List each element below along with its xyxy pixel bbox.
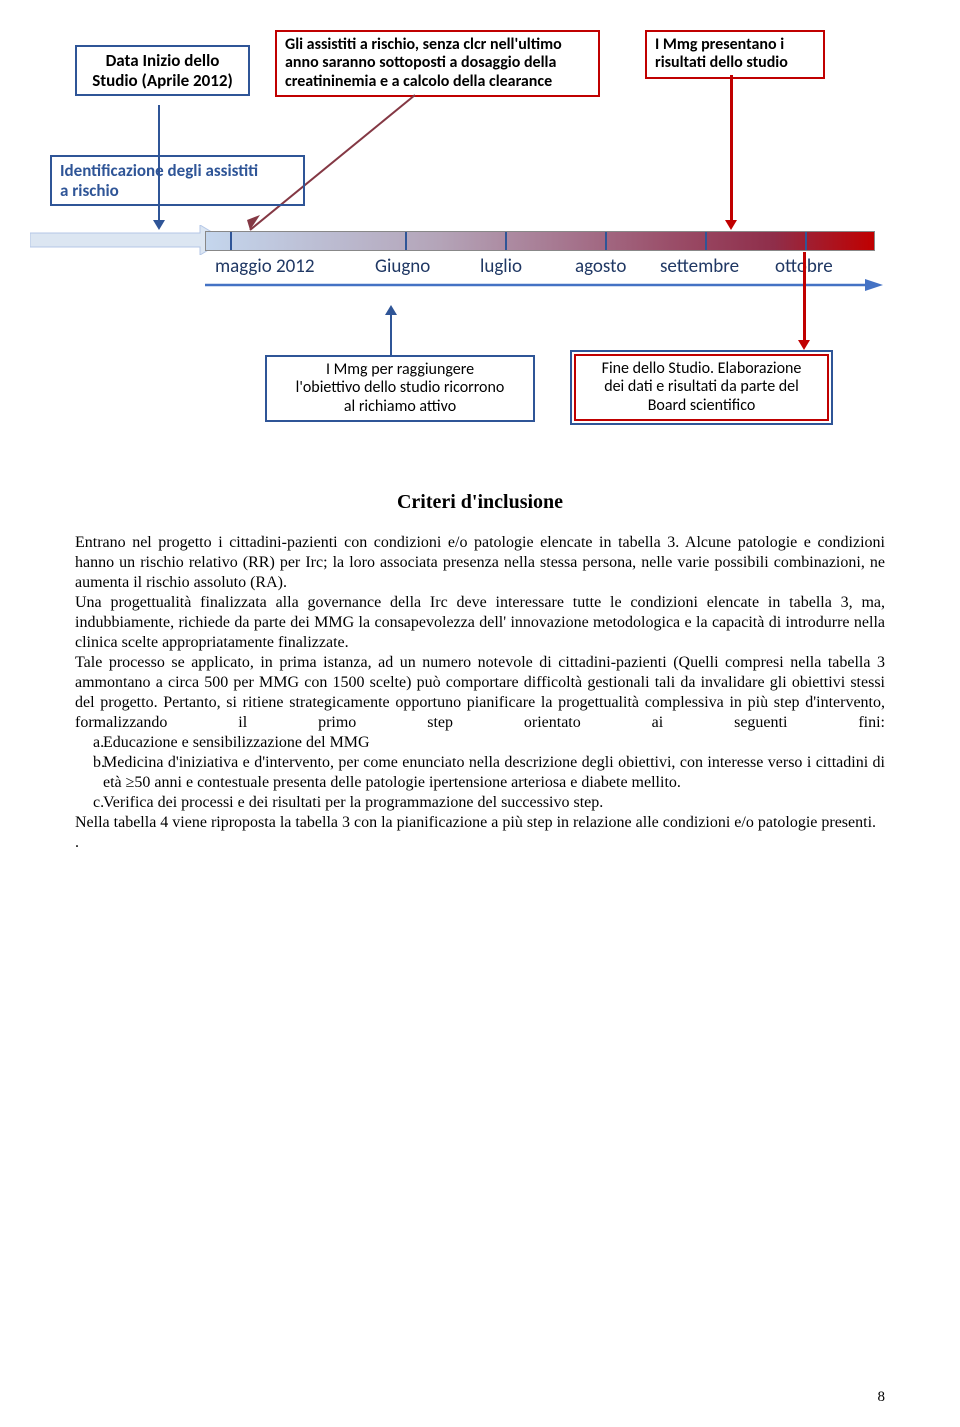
timeline-label: agosto	[575, 255, 626, 279]
blue-arrow-icon	[205, 278, 885, 292]
timeline-tick	[605, 232, 607, 250]
list-marker: a.	[75, 733, 103, 753]
timeline-tick	[505, 232, 507, 250]
list-marker: b.	[75, 753, 103, 793]
body-text: Entrano nel progetto i cittadini-pazient…	[75, 533, 885, 853]
text: Board scientifico	[648, 396, 756, 415]
box-data-inizio: Data Inizio dello Studio (Aprile 2012)	[75, 45, 250, 96]
text: I Mmg presentano i	[655, 35, 784, 54]
paragraph: Una progettualità finalizzata alla gover…	[75, 593, 885, 653]
text: Data Inizio dello	[106, 50, 220, 71]
text: Gli assistiti a rischio, senza clcr nell…	[285, 35, 562, 54]
timeline-tick	[805, 232, 807, 250]
box-assistiti-rischio: Gli assistiti a rischio, senza clcr nell…	[275, 30, 600, 97]
list-item-a: a. Educazione e sensibilizzazione del MM…	[75, 733, 885, 753]
text: creatininemia e a calcolo della clearanc…	[285, 72, 552, 91]
text: l'obiettivo dello studio ricorrono	[296, 378, 505, 397]
box-raggiungere: I Mmg per raggiungere l'obiettivo dello …	[265, 355, 535, 422]
timeline-tick	[230, 232, 232, 250]
list-marker: c.	[75, 793, 103, 813]
section-title: Criteri d'inclusione	[75, 490, 885, 515]
arrow-up-icon	[390, 315, 392, 355]
timeline-label: Giugno	[375, 255, 430, 279]
box-identificazione: Identificazione degli assistiti a rischi…	[50, 155, 305, 206]
arrow-up-icon	[385, 305, 397, 315]
box-fine-studio: Fine dello Studio. Elaborazione dei dati…	[570, 350, 833, 425]
text: Identificazione degli assistiti	[60, 160, 258, 181]
list-text: Educazione e sensibilizzazione del MMG	[103, 733, 885, 753]
box-presentano-risultati: I Mmg presentano i risultati dello studi…	[645, 30, 825, 79]
timeline-label: maggio 2012	[215, 255, 315, 279]
text: dei dati e risultati da parte del	[604, 377, 799, 396]
text: I Mmg per raggiungere	[326, 360, 474, 379]
list-text: Verifica dei processi e dei risultati pe…	[103, 793, 885, 813]
list-item-b: b. Medicina d'iniziativa e d'intervento,…	[75, 753, 885, 793]
timeline-color-bar	[205, 231, 875, 251]
paragraph: Entrano nel progetto i cittadini-pazient…	[75, 533, 885, 593]
page-number: 8	[878, 1388, 886, 1407]
text: a rischio	[60, 180, 119, 201]
arrow-down-icon	[730, 75, 733, 220]
paragraph: Nella tabella 4 viene riproposta la tabe…	[75, 813, 885, 833]
list-item-c: c. Verifica dei processi e dei risultati…	[75, 793, 885, 813]
text: al richiamo attivo	[344, 397, 456, 416]
timeline-diagram: Data Inizio dello Studio (Aprile 2012) G…	[75, 30, 885, 480]
text: anno saranno sottoposti a dosaggio della	[285, 53, 556, 72]
timeline-bg-arrow	[30, 225, 230, 255]
arrow-down-icon	[803, 252, 806, 340]
arrow-down-icon	[798, 340, 810, 350]
text: Studio (Aprile 2012)	[92, 70, 233, 91]
paragraph: .	[75, 833, 885, 853]
text: Fine dello Studio. Elaborazione	[602, 359, 802, 378]
paragraph: Tale processo se applicato, in prima ist…	[75, 653, 885, 733]
list-text: Medicina d'iniziativa e d'intervento, pe…	[103, 753, 885, 793]
timeline-tick	[705, 232, 707, 250]
timeline-tick	[405, 232, 407, 250]
timeline-label: luglio	[480, 255, 522, 279]
text: risultati dello studio	[655, 53, 788, 72]
timeline-label: settembre	[660, 255, 739, 279]
arrow-down-icon	[725, 220, 737, 230]
